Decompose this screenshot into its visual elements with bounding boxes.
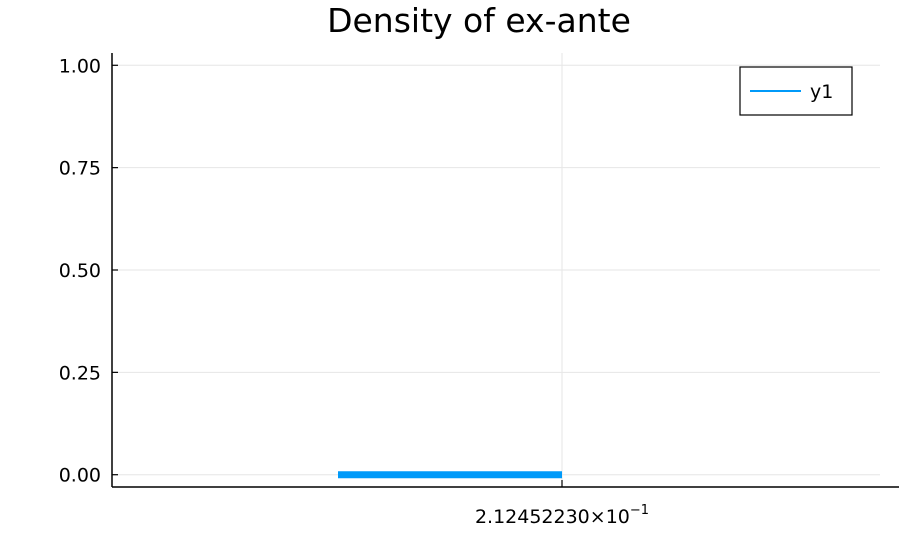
y-tick-label: 0.25 [59, 362, 101, 384]
legend-label-y1: y1 [810, 81, 833, 103]
y-tick-label: 0.50 [59, 260, 101, 282]
legend: y1 [739, 66, 853, 116]
y-tick-group: 0.00 0.25 0.50 0.75 1.00 [59, 55, 118, 487]
grid-lines [112, 53, 880, 487]
y-tick-label: 1.00 [59, 55, 101, 77]
x-tick-exponent: −1 [630, 503, 649, 518]
x-tick-label: 2.12452230×10−1 [475, 503, 649, 528]
chart-title: Density of ex-ante [327, 1, 631, 40]
y-tick-label: 0.00 [59, 465, 101, 487]
y-tick-label: 0.75 [59, 158, 101, 180]
x-tick-mantissa: 2.12452230×10 [475, 506, 630, 528]
